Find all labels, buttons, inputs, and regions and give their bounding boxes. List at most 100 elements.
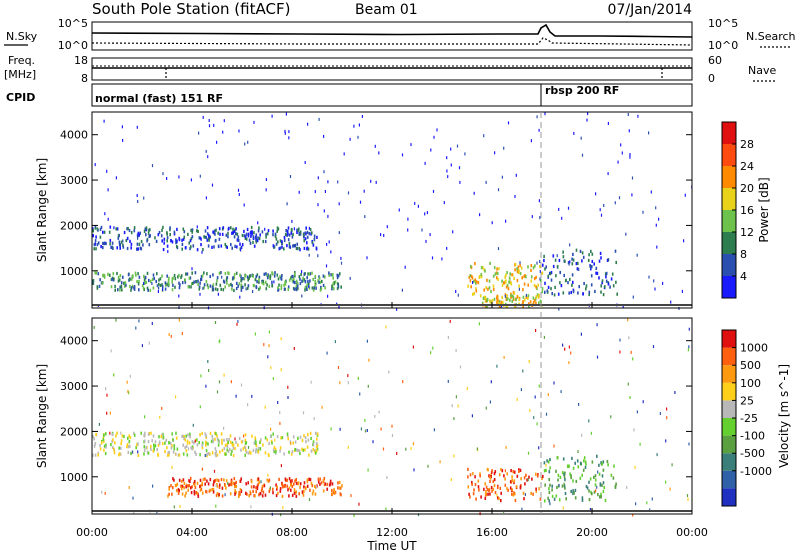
- echo-pixel: [522, 369, 524, 373]
- echo-pixel: [617, 160, 619, 164]
- echo-pixel: [590, 267, 592, 271]
- echo-pixel: [666, 407, 668, 411]
- velocity-panel-bg: [92, 318, 692, 514]
- echo-pixel: [277, 240, 279, 244]
- echo-pixel: [563, 472, 565, 476]
- echo-pixel: [183, 435, 185, 439]
- echo-pixel: [120, 431, 122, 435]
- echo-pixel: [304, 448, 306, 452]
- echo-pixel: [152, 434, 155, 438]
- echo-pixel: [538, 199, 540, 203]
- echo-pixel: [295, 287, 298, 291]
- echo-pixel: [232, 446, 235, 450]
- echo-pixel: [594, 474, 597, 478]
- echo-pixel: [171, 432, 173, 436]
- echo-pixel: [602, 481, 605, 485]
- echo-pixel: [198, 236, 201, 240]
- echo-pixel: [290, 452, 293, 456]
- echo-pixel: [447, 335, 449, 339]
- echo-pixel: [199, 236, 202, 240]
- echo-pixel: [287, 385, 289, 389]
- echo-pixel: [304, 280, 307, 284]
- echo-pixel: [209, 284, 212, 288]
- echo-pixel: [485, 485, 488, 489]
- colorbar-swatch: [722, 347, 736, 366]
- echo-pixel: [137, 272, 139, 276]
- echo-pixel: [307, 438, 310, 442]
- echo-pixel: [506, 283, 509, 288]
- colorbar-swatch: [722, 254, 736, 276]
- echo-pixel: [570, 489, 572, 494]
- echo-pixel: [447, 175, 449, 179]
- echo-pixel: [147, 440, 150, 444]
- echo-pixel: [238, 282, 241, 286]
- echo-pixel: [166, 282, 168, 286]
- x-tick-label: 00:00: [676, 526, 708, 539]
- echo-pixel: [480, 275, 483, 279]
- echo-pixel: [275, 237, 278, 241]
- echo-pixel: [249, 241, 252, 245]
- beam-label: Beam 01: [355, 2, 418, 18]
- echo-pixel: [126, 237, 129, 241]
- echo-pixel: [185, 449, 188, 453]
- echo-pixel: [269, 486, 271, 490]
- power-colorbar-label: Power [dB]: [757, 177, 771, 242]
- echo-pixel: [574, 488, 577, 492]
- echo-pixel: [309, 272, 312, 276]
- echo-pixel: [146, 239, 148, 243]
- echo-pixel: [534, 297, 537, 301]
- echo-pixel: [120, 284, 123, 288]
- echo-pixel: [186, 439, 189, 443]
- echo-pixel: [158, 286, 160, 290]
- echo-pixel: [168, 487, 170, 491]
- echo-pixel: [262, 490, 265, 494]
- echo-pixel: [582, 468, 585, 472]
- echo-pixel: [216, 453, 219, 457]
- echo-pixel: [205, 235, 207, 239]
- echo-pixel: [308, 282, 310, 286]
- echo-pixel: [568, 361, 570, 365]
- echo-pixel: [250, 225, 253, 230]
- echo-pixel: [141, 344, 143, 348]
- echo-pixel: [199, 478, 202, 482]
- echo-pixel: [542, 474, 544, 479]
- echo-pixel: [170, 446, 173, 450]
- y-tick-label: 1000: [60, 265, 88, 278]
- echo-pixel: [274, 447, 277, 451]
- echo-pixel: [128, 434, 130, 438]
- echo-pixel: [306, 247, 308, 251]
- echo-pixel: [494, 151, 496, 155]
- echo-pixel: [552, 254, 555, 258]
- echo-pixel: [100, 225, 103, 229]
- echo-pixel: [252, 274, 254, 278]
- echo-pixel: [366, 429, 368, 432]
- echo-pixel: [280, 436, 282, 440]
- echo-pixel: [190, 446, 192, 450]
- echo-pixel: [469, 473, 472, 477]
- echo-pixel: [601, 474, 604, 478]
- echo-pixel: [318, 280, 320, 284]
- echo-pixel: [223, 438, 225, 442]
- echo-pixel: [284, 232, 287, 237]
- echo-pixel: [258, 287, 260, 291]
- echo-pixel: [196, 443, 199, 447]
- echo-pixel: [293, 491, 296, 495]
- echo-pixel: [311, 484, 314, 488]
- echo-pixel: [211, 285, 214, 289]
- echo-pixel: [262, 239, 264, 244]
- echo-pixel: [117, 288, 119, 292]
- echo-pixel: [171, 465, 173, 469]
- echo-pixel: [308, 272, 311, 276]
- echo-pixel: [246, 275, 249, 279]
- echo-pixel: [519, 271, 522, 276]
- echo-pixel: [265, 188, 267, 192]
- echo-pixel: [299, 451, 301, 456]
- echo-pixel: [305, 440, 307, 444]
- echo-pixel: [513, 470, 516, 474]
- echo-pixel: [477, 485, 480, 489]
- echo-pixel: [99, 447, 102, 451]
- echo-pixel: [137, 442, 139, 446]
- echo-pixel: [518, 270, 520, 275]
- echo-pixel: [549, 457, 551, 462]
- echo-pixel: [405, 447, 407, 451]
